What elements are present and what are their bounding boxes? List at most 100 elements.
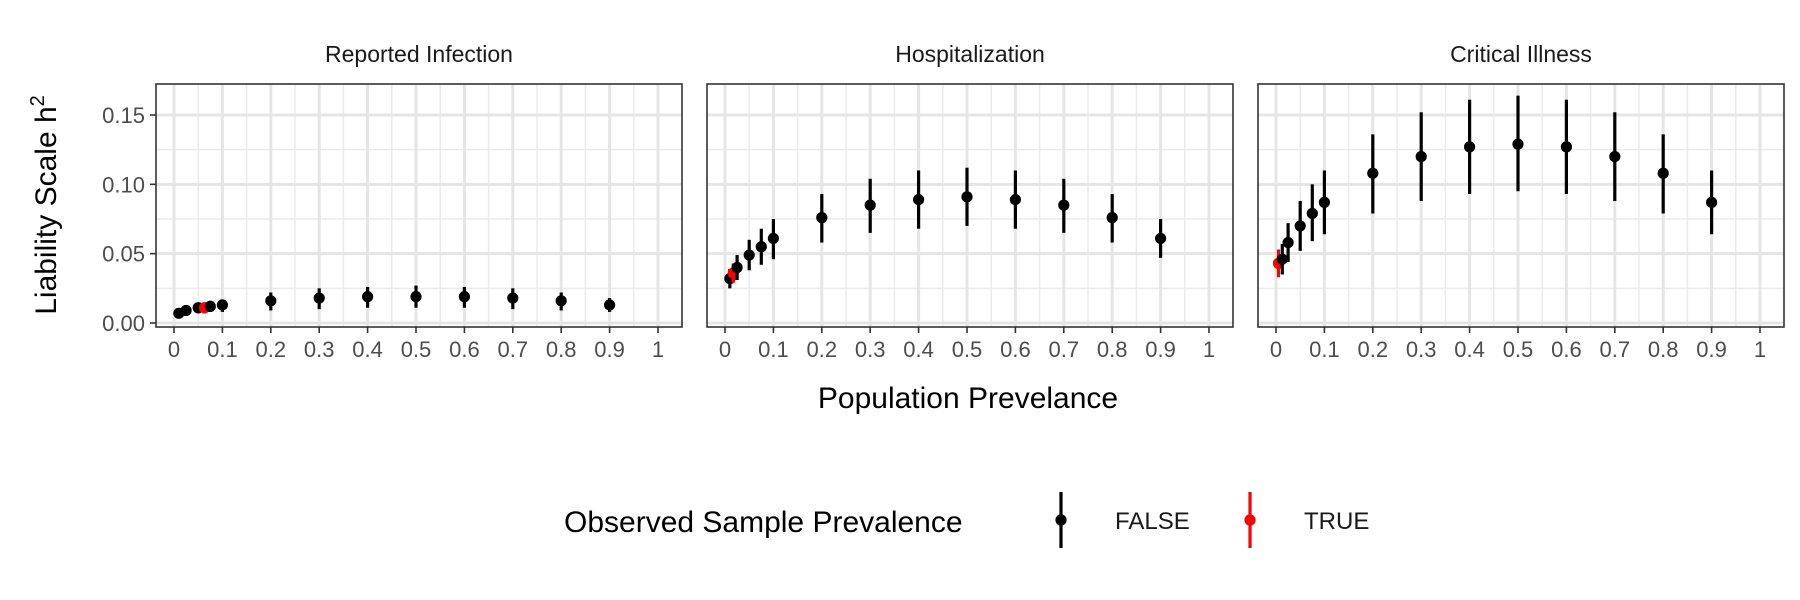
data-point: [1560, 141, 1572, 153]
x-tick-label: 0.9: [594, 337, 625, 362]
data-point: [362, 291, 374, 303]
data-point: [265, 295, 277, 307]
x-tick-label: 0.7: [498, 337, 529, 362]
data-point: [1106, 212, 1118, 224]
x-axis: 0 0.1 0.2 0.3 0.4 0.5 0.6 0.7 0.8 0.9 1: [719, 327, 1215, 362]
x-tick-label: 0.4: [903, 337, 934, 362]
data-point: [410, 291, 422, 303]
data-point: [1155, 232, 1167, 245]
data-point: [1512, 138, 1524, 150]
x-tick-label: 0.2: [807, 337, 838, 362]
legend-key-point: [1055, 514, 1067, 526]
y-tick-label: 0.10: [102, 172, 145, 197]
legend-label: TRUE: [1304, 508, 1369, 535]
y-axis-title-text: Liability Scale h: [30, 106, 63, 314]
x-tick-label: 0.1: [1309, 337, 1340, 362]
x-tick-label: 1: [1754, 337, 1766, 362]
x-tick-label: 0.7: [1600, 337, 1631, 362]
x-tick-label: 0.6: [1551, 337, 1582, 362]
data-point: [507, 292, 519, 304]
data-point: [1318, 196, 1330, 208]
legend-title: Observed Sample Prevalence: [564, 506, 963, 539]
x-tick-label: 0.5: [1503, 337, 1534, 362]
legend-key-point: [1244, 514, 1256, 526]
y-tick-label: 0.15: [102, 103, 145, 128]
data-point: [1306, 207, 1318, 220]
data-series: [1272, 95, 1718, 278]
data-point: [555, 295, 567, 307]
x-tick-label: 0.5: [401, 337, 432, 362]
x-tick-label: 0.9: [1696, 337, 1727, 362]
facet-panels: Reported Infection 0 0.1 0.2 0.3 0.4 0.5 0.6 0.7…: [102, 41, 1785, 362]
legend: Observed Sample Prevalence FALSE TRUE: [564, 492, 1369, 548]
x-tick-label: 0.4: [352, 337, 383, 362]
data-point: [1657, 167, 1669, 179]
panel-border: [1257, 83, 1785, 328]
x-tick-label: 0.1: [758, 337, 789, 362]
data-point: [1058, 199, 1070, 211]
data-series: [724, 167, 1167, 289]
plot-area: [707, 84, 1233, 327]
x-tick-label: 0.7: [1049, 337, 1080, 362]
data-point: [1276, 253, 1288, 265]
x-tick-label: 0.6: [1000, 337, 1031, 362]
facet-title: Reported Infection: [325, 41, 513, 67]
x-tick-label: 0.6: [449, 337, 480, 362]
legend-keys: FALSE TRUE: [1055, 492, 1369, 548]
data-point: [816, 212, 828, 224]
x-tick-label: 0.8: [1648, 337, 1679, 362]
data-point: [755, 241, 767, 253]
facet-title: Critical Illness: [1450, 41, 1592, 67]
data-point: [731, 261, 743, 274]
x-tick-label: 0.8: [1097, 337, 1128, 362]
y-axis-title-superscript: 2: [27, 95, 49, 106]
legend-key-true: TRUE: [1244, 492, 1369, 548]
x-tick-label: 0.3: [304, 337, 335, 362]
facet-panel: Critical Illness 0 0.1 0.2 0.3 0.4 0.5 0.6 0.7 0.…: [1257, 41, 1785, 362]
panel-border: [155, 83, 683, 328]
legend-key-false: FALSE: [1055, 492, 1190, 548]
panel-border: [706, 83, 1234, 328]
x-tick-label: 0.4: [1454, 337, 1485, 362]
data-point: [313, 292, 325, 304]
x-tick-label: 0.8: [546, 337, 577, 362]
data-point: [1609, 151, 1621, 163]
data-point: [604, 299, 616, 311]
x-tick-label: 1: [652, 337, 664, 362]
x-tick-label: 0.9: [1145, 337, 1176, 362]
y-axis: 0.00 0.05 0.10 0.15: [102, 103, 156, 336]
facet-panel: Hospitalization 0 0.1 0.2 0.3 0.4 0.5 0.6 0.7 0.8…: [706, 41, 1234, 362]
data-point: [1464, 141, 1476, 153]
plot-area: [1258, 84, 1784, 327]
data-point: [1282, 236, 1294, 249]
x-tick-label: 0.1: [207, 337, 238, 362]
data-point: [458, 291, 470, 303]
data-point: [180, 304, 192, 317]
data-point: [767, 232, 780, 245]
x-tick-label: 0.2: [256, 337, 287, 362]
data-point: [1706, 196, 1718, 208]
x-tick-label: 0.5: [952, 337, 983, 362]
x-tick-label: 1: [1203, 337, 1215, 362]
x-axis-title: Population Prevelance: [818, 382, 1118, 415]
facet-title: Hospitalization: [895, 41, 1045, 67]
y-tick-label: 0.00: [102, 311, 145, 336]
x-tick-label: 0: [1270, 337, 1282, 362]
x-axis: 0 0.1 0.2 0.3 0.4 0.5 0.6 0.7 0.8 0.9 1: [168, 327, 664, 362]
data-point: [864, 199, 876, 211]
data-point: [913, 193, 925, 206]
data-point: [1415, 151, 1427, 163]
x-tick-label: 0: [168, 337, 180, 362]
legend-label: FALSE: [1115, 508, 1190, 535]
data-point: [743, 249, 755, 261]
data-point: [961, 191, 973, 203]
x-tick-label: 0.3: [855, 337, 886, 362]
data-series: [173, 285, 616, 319]
data-point: [1009, 193, 1022, 206]
data-point: [1294, 220, 1306, 232]
facet-panel: Reported Infection 0 0.1 0.2 0.3 0.4 0.5 0.6 0.7…: [102, 41, 683, 362]
x-axis: 0 0.1 0.2 0.3 0.4 0.5 0.6 0.7 0.8 0.9 1: [1270, 327, 1766, 362]
plot-area: [156, 84, 682, 327]
y-axis-title: Liability Scale h2: [27, 95, 63, 315]
